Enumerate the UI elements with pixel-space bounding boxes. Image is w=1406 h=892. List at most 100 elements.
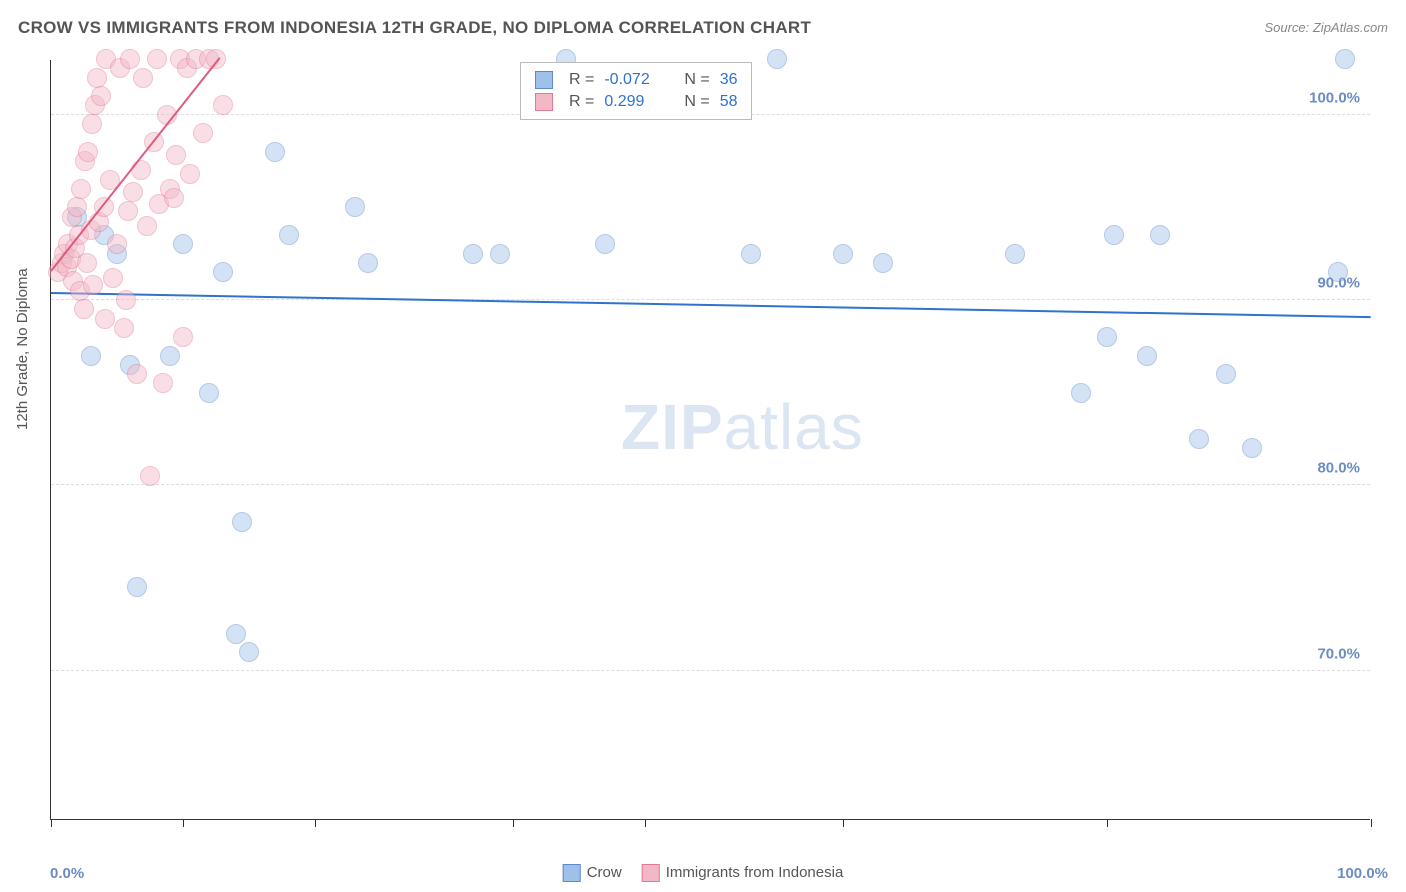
- legend-label: Crow: [587, 864, 622, 881]
- source-label: Source: ZipAtlas.com: [1264, 20, 1388, 35]
- scatter-point: [1242, 438, 1262, 458]
- scatter-point: [173, 327, 193, 347]
- scatter-point: [226, 624, 246, 644]
- scatter-point: [67, 197, 87, 217]
- scatter-point: [213, 95, 233, 115]
- scatter-point: [490, 244, 510, 264]
- x-tick: [1371, 819, 1372, 827]
- y-tick-label: 70.0%: [1317, 645, 1360, 662]
- y-tick-label: 80.0%: [1317, 460, 1360, 477]
- scatter-point: [77, 253, 97, 273]
- x-tick: [1107, 819, 1108, 827]
- scatter-point: [120, 49, 140, 69]
- scatter-point: [103, 268, 123, 288]
- scatter-point: [87, 68, 107, 88]
- scatter-point: [1104, 225, 1124, 245]
- scatter-point: [279, 225, 299, 245]
- scatter-point: [78, 142, 98, 162]
- scatter-point: [239, 642, 259, 662]
- legend-swatch: [535, 71, 553, 89]
- watermark-zip: ZIP: [621, 391, 724, 463]
- watermark: ZIPatlas: [621, 390, 864, 464]
- x-tick: [513, 819, 514, 827]
- scatter-point: [166, 145, 186, 165]
- scatter-point: [1005, 244, 1025, 264]
- stats-row: R = 0.299 N = 58: [535, 91, 737, 113]
- scatter-point: [133, 68, 153, 88]
- legend-item: Immigrants from Indonesia: [642, 864, 844, 882]
- scatter-point: [741, 244, 761, 264]
- x-tick: [183, 819, 184, 827]
- scatter-point: [463, 244, 483, 264]
- scatter-point: [345, 197, 365, 217]
- scatter-point: [123, 182, 143, 202]
- scatter-point: [137, 216, 157, 236]
- scatter-point: [81, 346, 101, 366]
- stats-r-value: -0.072: [604, 71, 674, 89]
- scatter-point: [116, 290, 136, 310]
- scatter-point: [1137, 346, 1157, 366]
- x-tick: [315, 819, 316, 827]
- stats-row: R = -0.072 N = 36: [535, 69, 737, 91]
- legend-swatch: [563, 864, 581, 882]
- legend-swatch: [642, 864, 660, 882]
- legend-swatch: [535, 93, 553, 111]
- scatter-point: [199, 383, 219, 403]
- scatter-point: [193, 123, 213, 143]
- scatter-point: [1335, 49, 1355, 69]
- scatter-point: [118, 201, 138, 221]
- stats-r-label: R =: [569, 93, 594, 111]
- scatter-point: [107, 234, 127, 254]
- gridline: [51, 299, 1370, 300]
- stats-r-value: 0.299: [604, 93, 674, 111]
- trend-line: [51, 292, 1371, 318]
- scatter-point: [833, 244, 853, 264]
- scatter-point: [213, 262, 233, 282]
- scatter-point: [71, 179, 91, 199]
- scatter-point: [1071, 383, 1091, 403]
- scatter-point: [873, 253, 893, 273]
- x-origin-label: 0.0%: [50, 865, 84, 882]
- stats-legend-box: R = -0.072 N = 36 R = 0.299 N = 58: [520, 62, 752, 120]
- scatter-point: [83, 275, 103, 295]
- x-tick: [51, 819, 52, 827]
- gridline: [51, 484, 1370, 485]
- scatter-point: [153, 373, 173, 393]
- scatter-point: [1097, 327, 1117, 347]
- legend-label: Immigrants from Indonesia: [666, 864, 844, 881]
- scatter-point: [265, 142, 285, 162]
- scatter-point: [1328, 262, 1348, 282]
- scatter-point: [95, 309, 115, 329]
- scatter-point: [82, 114, 102, 134]
- scatter-point: [232, 512, 252, 532]
- scatter-point: [147, 49, 167, 69]
- stats-r-label: R =: [569, 71, 594, 89]
- gridline: [51, 670, 1370, 671]
- scatter-point: [127, 577, 147, 597]
- x-max-label: 100.0%: [1337, 865, 1388, 882]
- legend-item: Crow: [563, 864, 622, 882]
- scatter-point: [358, 253, 378, 273]
- scatter-point: [1150, 225, 1170, 245]
- stats-n-label: N =: [684, 93, 709, 111]
- plot-area: ZIPatlas 70.0%80.0%90.0%100.0%: [50, 60, 1370, 820]
- scatter-point: [767, 49, 787, 69]
- scatter-point: [91, 86, 111, 106]
- x-tick: [645, 819, 646, 827]
- scatter-point: [140, 466, 160, 486]
- scatter-point: [127, 364, 147, 384]
- y-axis-label: 12th Grade, No Diploma: [14, 268, 31, 430]
- chart-title: CROW VS IMMIGRANTS FROM INDONESIA 12TH G…: [18, 18, 811, 38]
- scatter-point: [1216, 364, 1236, 384]
- scatter-point: [1189, 429, 1209, 449]
- stats-n-value: 58: [720, 93, 738, 111]
- scatter-point: [180, 164, 200, 184]
- scatter-point: [595, 234, 615, 254]
- scatter-point: [173, 234, 193, 254]
- stats-n-value: 36: [720, 71, 738, 89]
- scatter-point: [160, 346, 180, 366]
- stats-n-label: N =: [684, 71, 709, 89]
- y-tick-label: 100.0%: [1309, 89, 1360, 106]
- bottom-legend: Crow Immigrants from Indonesia: [563, 864, 844, 882]
- watermark-atlas: atlas: [724, 391, 864, 463]
